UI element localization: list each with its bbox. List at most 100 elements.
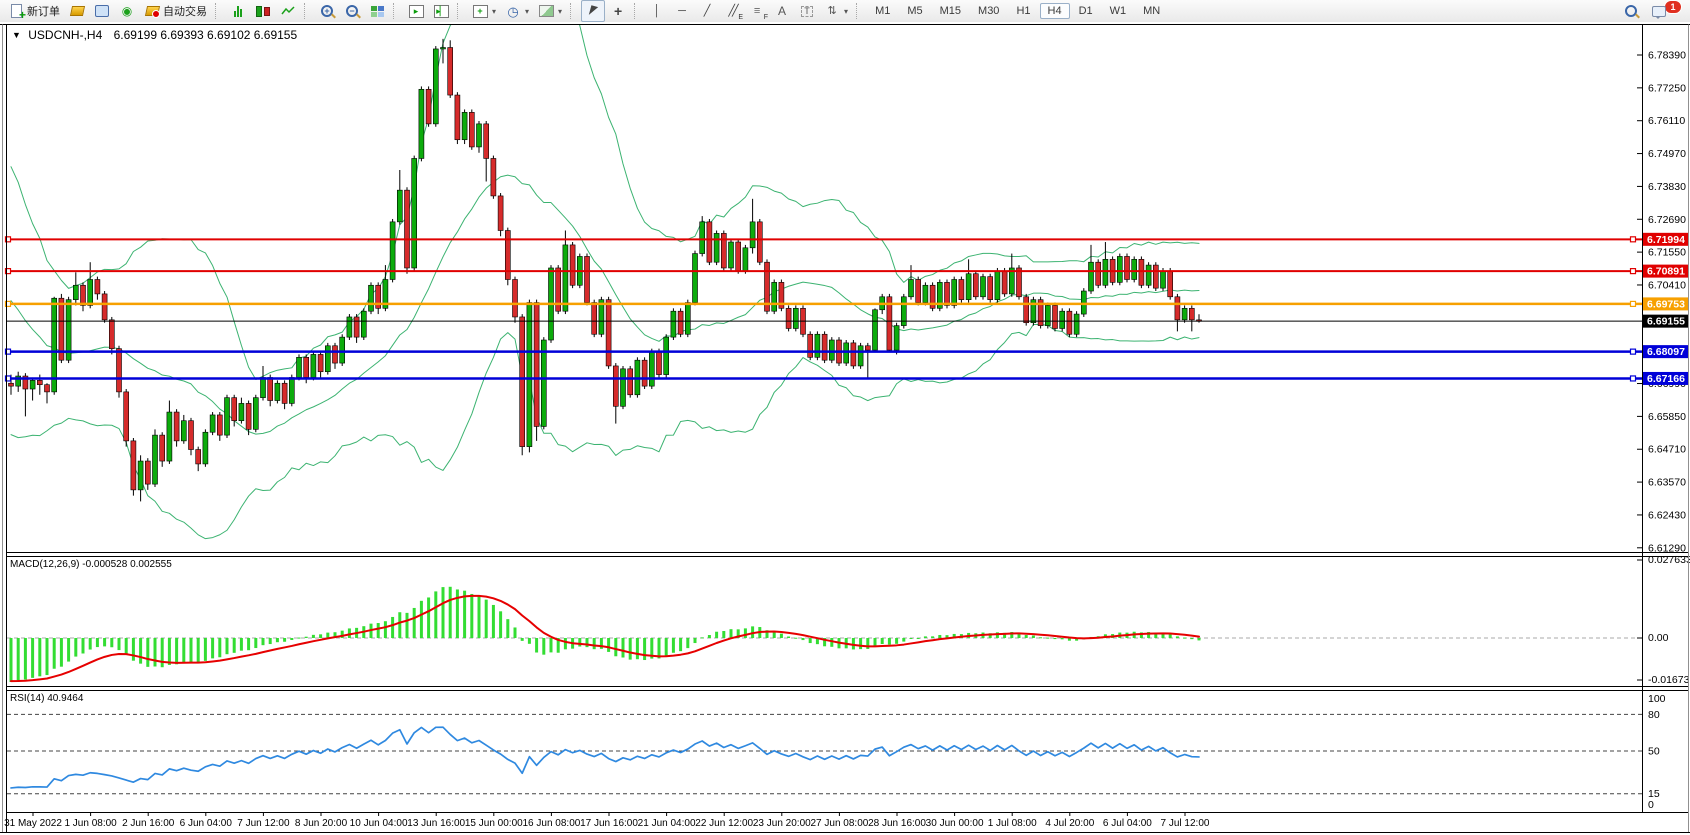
macd-pane[interactable] — [7, 586, 1642, 683]
macd-histogram-bar — [391, 616, 395, 638]
candle-body — [828, 339, 835, 361]
auto-scroll-button[interactable]: ▸ — [404, 0, 428, 22]
macd-histogram-bar — [578, 638, 582, 647]
arrows-button[interactable]: ⇅ ▾ — [820, 0, 852, 22]
candlestick-chart-button[interactable] — [251, 0, 275, 22]
candle-body — [346, 316, 353, 338]
vertical-line-button[interactable]: │ — [645, 0, 669, 22]
search-button[interactable] — [1619, 0, 1643, 22]
macd-histogram-bar — [153, 638, 157, 667]
price-axis[interactable] — [1642, 25, 1688, 832]
price-tick-label: 6.73830 — [1648, 181, 1686, 193]
line-handle[interactable] — [4, 348, 12, 355]
chat-icon — [1651, 4, 1667, 19]
periodicity-button[interactable]: ◷ ▾ — [501, 0, 533, 22]
candle-body — [181, 420, 187, 442]
candle-body — [994, 270, 1001, 300]
community-button[interactable] — [90, 0, 114, 22]
chart-symbol-period: USDCNH-,H4 — [28, 28, 103, 42]
candle-body — [598, 299, 605, 335]
macd-histogram-bar — [225, 638, 229, 655]
collapse-icon[interactable]: ▼ — [12, 30, 21, 40]
macd-histogram-bar — [211, 638, 215, 659]
candle-body — [497, 195, 504, 231]
market-button[interactable] — [65, 0, 89, 22]
signals-button[interactable]: ◉ — [115, 0, 139, 22]
toolbar-separator — [304, 3, 311, 19]
chart-title: ▼ USDCNH-,H4 6.69199 6.69393 6.69102 6.6… — [12, 28, 297, 42]
candle-body — [756, 221, 763, 263]
price-badge — [1643, 297, 1689, 311]
candle-body — [166, 411, 173, 462]
macd-histogram-bar — [218, 638, 222, 658]
monitor-icon — [94, 4, 110, 18]
candle-body — [389, 221, 396, 280]
cursor-button[interactable] — [581, 0, 606, 22]
timeframe-m30-button[interactable]: M30 — [978, 5, 1000, 17]
macd-histogram-bar — [275, 638, 279, 643]
chart-shift-button[interactable]: ▸▏ — [429, 0, 453, 22]
zoom-in-button[interactable]: + — [315, 0, 339, 22]
macd-histogram-bar — [95, 638, 99, 648]
candle-body — [80, 284, 86, 306]
time-axis[interactable] — [7, 813, 1642, 832]
chat-button[interactable]: 1 — [1647, 0, 1686, 22]
template-button[interactable]: ▾ — [534, 0, 566, 22]
line-chart-button[interactable] — [276, 0, 300, 22]
trendline-button[interactable]: ╱ — [695, 0, 719, 22]
line-handle[interactable] — [1629, 268, 1637, 275]
macd-histogram-bar — [347, 628, 351, 638]
candle-body — [670, 310, 677, 338]
new-order-button[interactable]: + 新订单 — [4, 0, 64, 22]
time-axis-label: 28 Jun 16:00 — [868, 818, 926, 829]
new-chart-button[interactable]: + ▾ — [468, 0, 500, 22]
timeframe-m5-button[interactable]: M5 — [907, 5, 923, 17]
line-handle[interactable] — [1629, 375, 1637, 382]
line-handle[interactable] — [4, 300, 12, 308]
price-tick-label: 6.65850 — [1648, 411, 1686, 423]
timeframe-h4-button[interactable]: H4 — [1039, 3, 1070, 19]
pane-separator-macd-rsi[interactable] — [7, 684, 1642, 693]
timeframe-h1-button[interactable]: H1 — [1016, 5, 1031, 17]
rsi-pane[interactable] — [7, 713, 1642, 795]
zoom-out-button[interactable]: − — [340, 0, 364, 22]
macd-histogram-bar — [729, 629, 733, 638]
chart-plot[interactable]: 6.78390 6.77250 6.76110 6.74970 6.73830 6.726… — [0, 22, 1690, 835]
tile-windows-button[interactable] — [365, 0, 389, 22]
horizontal-line-button[interactable]: ─ — [670, 0, 694, 22]
timeframe-d1-button[interactable]: D1 — [1078, 5, 1093, 17]
chart-window[interactable]: 6.78390 6.77250 6.76110 6.74970 6.73830 6.726… — [0, 22, 1690, 835]
main-pane[interactable] — [8, 22, 1202, 540]
line-handle[interactable] — [1629, 348, 1637, 355]
crosshair-button[interactable]: + — [606, 0, 630, 22]
line-handle[interactable] — [4, 268, 12, 275]
autotrading-button[interactable]: 自动交易 — [140, 0, 211, 22]
macd-histogram-bar — [585, 638, 589, 648]
macd-histogram-bar — [311, 634, 315, 638]
line-handle[interactable] — [1629, 236, 1637, 243]
text-button[interactable]: A — [770, 0, 794, 22]
auto-scroll-icon: ▸ — [408, 4, 424, 18]
bar-chart-button[interactable] — [226, 0, 250, 22]
macd-histogram-bar — [808, 638, 812, 644]
channel-button[interactable]: ╱╱ E — [720, 0, 744, 22]
macd-histogram-bar — [988, 633, 992, 638]
time-axis-label: 8 Jun 20:00 — [295, 818, 348, 829]
trendline-icon: ╱ — [703, 4, 711, 17]
macd-histogram-bar — [434, 591, 438, 638]
time-axis-label: 16 Jun 08:00 — [522, 818, 580, 829]
candle-body — [202, 431, 209, 465]
macd-histogram-bar — [1017, 632, 1021, 638]
timeframe-mn-button[interactable]: MN — [1143, 5, 1161, 17]
pane-separator-main-macd[interactable] — [7, 550, 1642, 559]
label-button[interactable]: T — [795, 0, 819, 22]
timeframe-w1-button[interactable]: W1 — [1109, 5, 1127, 17]
fibonacci-button[interactable]: ≡ F — [745, 0, 769, 22]
macd-histogram-bar — [643, 638, 647, 661]
line-handle[interactable] — [4, 236, 12, 243]
timeframe-m15-button[interactable]: M15 — [939, 5, 962, 17]
macd-histogram-bar — [772, 631, 776, 638]
timeframe-m1-button[interactable]: M1 — [875, 5, 891, 17]
line-handle[interactable] — [1629, 300, 1637, 308]
line-handle[interactable] — [4, 375, 12, 382]
